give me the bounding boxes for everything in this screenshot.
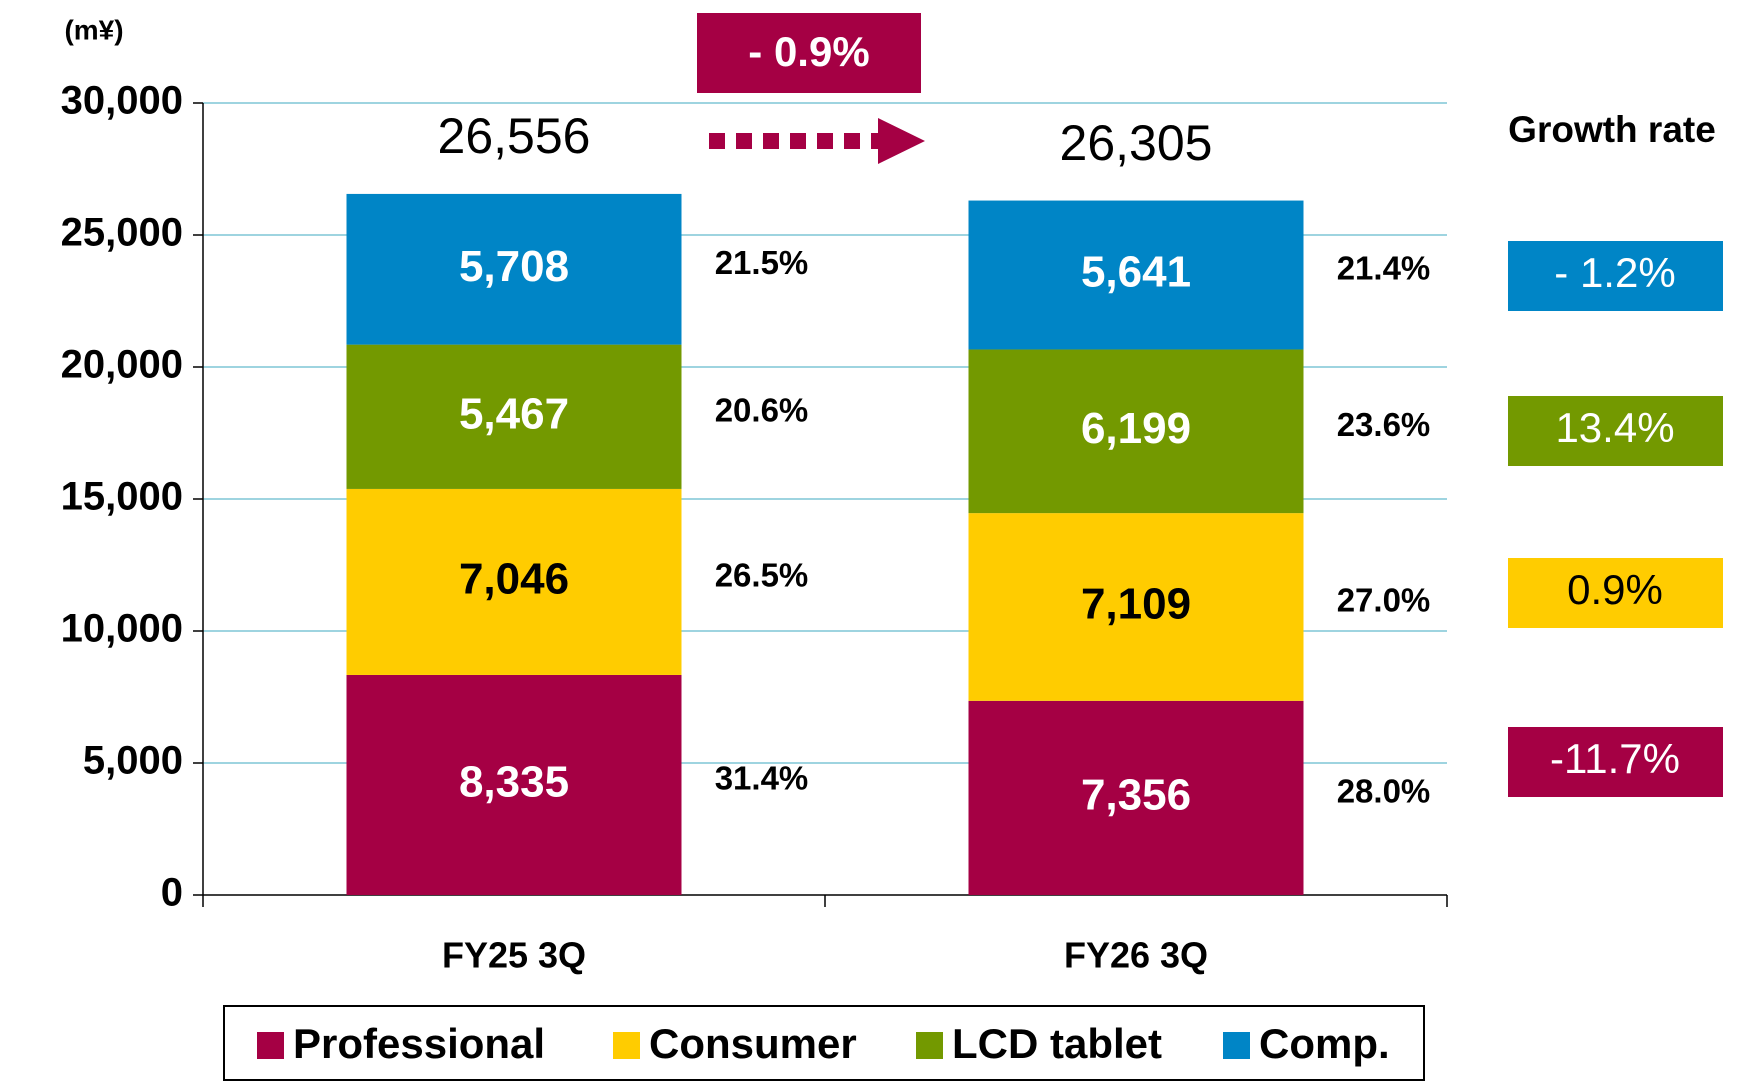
x-tick-label: FY26 3Q [1064,935,1208,976]
y-tick-label: 20,000 [61,343,183,387]
growth-box [1508,241,1723,311]
growth-title: Growth rate [1508,109,1716,150]
share-label: 31.4% [715,760,809,797]
growth-label: - 1.2% [1554,249,1675,296]
segment-label: 7,046 [459,555,569,604]
growth-box [1508,396,1723,466]
legend-label: Consumer [649,1020,857,1067]
bar-segment [346,344,682,489]
legend-swatch [916,1032,943,1059]
segment-label: 5,641 [1081,248,1191,297]
segment-label: 6,199 [1081,404,1191,453]
y-tick-label: 0 [161,871,183,915]
legend-label: Professional [293,1020,545,1067]
bar-segment [968,349,1304,514]
bar-segment [968,200,1304,350]
growth-label: 0.9% [1567,566,1663,613]
growth-label: 13.4% [1555,404,1674,451]
legend-swatch [1223,1032,1250,1059]
x-tick-label: FY25 3Q [442,935,586,976]
legend-swatch [613,1032,640,1059]
bar-segment [346,674,682,895]
segment-label: 5,708 [459,242,569,291]
change-arrow-head [878,118,925,164]
y-tick-label: 10,000 [61,607,183,651]
total-label: 26,556 [438,108,591,164]
growth-box [1508,727,1723,797]
bar-segment [346,193,682,345]
y-tick-label: 25,000 [61,211,183,255]
change-label: - 0.9% [748,28,869,75]
total-label: 26,305 [1060,115,1213,171]
share-label: 28.0% [1337,773,1431,810]
share-label: 23.6% [1337,406,1431,443]
growth-box [1508,558,1723,628]
segment-label: 7,109 [1081,580,1191,629]
bar-segment [346,488,682,675]
change-box [697,13,921,93]
legend-label: LCD tablet [952,1020,1162,1067]
segment-label: 8,335 [459,758,569,807]
legend-swatch [257,1032,284,1059]
y-tick-label: 30,000 [61,79,183,123]
segment-label: 7,356 [1081,771,1191,820]
legend-label: Comp. [1259,1020,1390,1067]
y-tick-label: 15,000 [61,475,183,519]
unit-label: (m¥) [64,14,123,45]
share-label: 27.0% [1337,582,1431,619]
share-label: 20.6% [715,391,809,428]
share-label: 21.5% [715,244,809,281]
share-label: 21.4% [1337,250,1431,287]
share-label: 26.5% [715,557,809,594]
growth-label: -11.7% [1550,735,1680,782]
segment-label: 5,467 [459,389,569,438]
bar-segment [968,513,1304,701]
y-tick-label: 5,000 [83,739,183,783]
bar-segment [968,700,1304,895]
